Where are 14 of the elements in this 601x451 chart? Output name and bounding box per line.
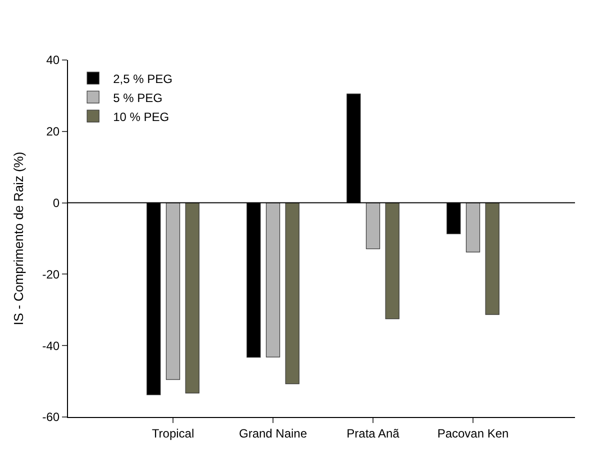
- x-tick-label: Prata Anã: [346, 426, 400, 440]
- x-tick-label: Tropical: [152, 426, 194, 440]
- x-tick-label: Pacovan Ken: [437, 426, 509, 440]
- legend-label: 2,5 % PEG: [113, 72, 172, 86]
- y-tick-label: 0: [52, 196, 60, 210]
- y-tick-label: 20: [46, 124, 60, 139]
- legend-label: 10 % PEG: [113, 110, 170, 124]
- y-tick-label: -20: [42, 267, 60, 282]
- y-tick-label: 40: [46, 53, 60, 68]
- x-tick-label: Grand Naine: [238, 426, 308, 440]
- y-axis-title: IS - Comprimento de Raiz (%): [11, 152, 26, 326]
- legend-label: 5 % PEG: [113, 90, 162, 105]
- y-tick-label: -60: [42, 410, 60, 424]
- y-tick-label: -40: [42, 338, 60, 353]
